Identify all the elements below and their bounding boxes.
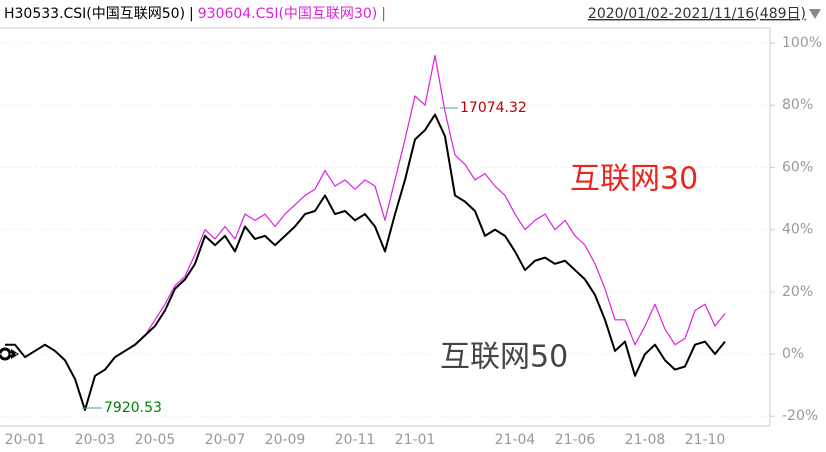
series-line: [5, 113, 726, 412]
date-range[interactable]: 2020/01/02-2021/11/16(489日): [588, 6, 806, 22]
annotation: 互联网30: [570, 162, 698, 197]
x-tick-label: 20-01: [5, 432, 46, 448]
legend: H30533.CSI(中国互联网50) | 930604.CSI(中国互联网30) |: [4, 6, 386, 22]
y-tick-label: 20%: [782, 284, 813, 300]
legend-separator: |: [381, 6, 386, 22]
x-tick-label: 21-08: [625, 432, 666, 448]
annotation: 17074.32: [460, 100, 527, 116]
x-tick-label: 20-07: [205, 432, 246, 448]
y-tick-label: -20%: [782, 408, 818, 424]
dropdown-arrow[interactable]: [809, 9, 821, 19]
annotation: 7920.53: [104, 400, 162, 416]
y-tick-label: 100%: [782, 35, 822, 51]
x-tick-label: 20-11: [335, 432, 376, 448]
legend-entry: 930604.CSI(中国互联网30): [198, 6, 377, 22]
y-tick-label: 0%: [782, 346, 804, 362]
y-tick-label: 80%: [782, 97, 813, 113]
x-tick-label: 21-10: [685, 432, 726, 448]
x-tick-label: 21-06: [555, 432, 596, 448]
y-tick-label: 60%: [782, 159, 813, 175]
annotation: 互联网50: [440, 340, 568, 375]
x-tick-label: 20-05: [135, 432, 176, 448]
legend-entry: H30533.CSI(中国互联网50): [4, 6, 185, 22]
x-tick-label: 20-09: [265, 432, 306, 448]
x-tick-label: 21-04: [495, 432, 536, 448]
legend-separator: |: [189, 6, 194, 22]
x-tick-label: 21-01: [395, 432, 436, 448]
x-tick-label: 20-03: [75, 432, 116, 448]
y-tick-label: 40%: [782, 222, 813, 238]
